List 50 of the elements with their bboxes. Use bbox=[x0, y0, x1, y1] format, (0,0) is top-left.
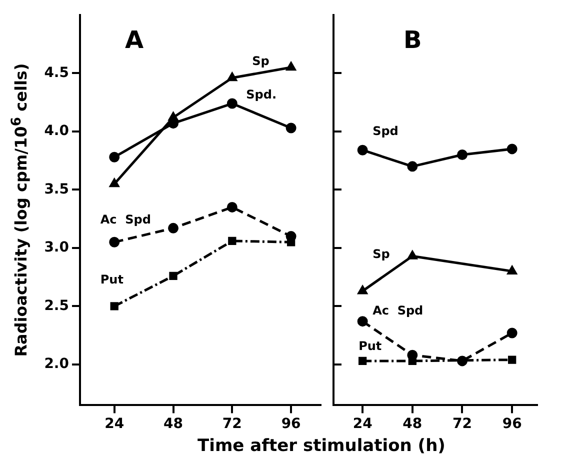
point bbox=[456, 356, 468, 366]
series-label: Sp bbox=[252, 54, 270, 68]
point bbox=[286, 62, 296, 71]
y-tick-label: 2.5 bbox=[44, 298, 69, 314]
series-label: Ac Spd bbox=[100, 212, 151, 226]
y-tick-label: 2.0 bbox=[44, 356, 70, 372]
point bbox=[407, 161, 418, 172]
point bbox=[169, 272, 178, 280]
point bbox=[456, 150, 468, 160]
x-tick-label: 48 bbox=[164, 416, 183, 432]
point bbox=[110, 302, 118, 310]
point bbox=[168, 222, 179, 234]
x-tick-label: 72 bbox=[222, 416, 242, 432]
point bbox=[508, 356, 516, 364]
x-axis-title: Time after stimulation (h) bbox=[196, 436, 446, 456]
x-tick-label: 24 bbox=[104, 416, 124, 432]
point bbox=[358, 356, 367, 366]
series-label: Sp bbox=[372, 247, 390, 262]
point bbox=[228, 236, 236, 246]
series-label: Put bbox=[100, 272, 124, 286]
series-label: Put bbox=[358, 339, 382, 354]
x-tick-label: 96 bbox=[281, 416, 301, 432]
text: A bbox=[125, 26, 144, 54]
point bbox=[109, 152, 120, 162]
point bbox=[408, 250, 418, 260]
point bbox=[507, 266, 517, 274]
point bbox=[109, 236, 120, 248]
y-tick-label: 4.5 bbox=[44, 64, 69, 81]
y-tick-label: 4.0 bbox=[44, 123, 70, 140]
point bbox=[358, 286, 368, 294]
series-label: Ac Spd bbox=[372, 303, 424, 318]
series-label: Spd. bbox=[246, 88, 277, 102]
point bbox=[227, 72, 237, 82]
point bbox=[506, 328, 518, 338]
series-label: Spd bbox=[372, 124, 398, 138]
point bbox=[506, 144, 518, 154]
point bbox=[226, 202, 238, 212]
x-tick-label: 72 bbox=[452, 416, 472, 432]
point bbox=[286, 122, 296, 134]
x-tick-label: 24 bbox=[352, 416, 373, 432]
point bbox=[110, 178, 120, 188]
point bbox=[357, 144, 368, 156]
point bbox=[357, 316, 368, 327]
point bbox=[168, 112, 178, 121]
point bbox=[226, 98, 238, 109]
text: B bbox=[404, 26, 422, 54]
y-tick-label: 3.5 bbox=[44, 181, 69, 198]
y-tick-label: 3.0 bbox=[44, 240, 70, 256]
x-tick-label: 48 bbox=[402, 416, 422, 432]
x-tick-label: 96 bbox=[502, 416, 522, 432]
